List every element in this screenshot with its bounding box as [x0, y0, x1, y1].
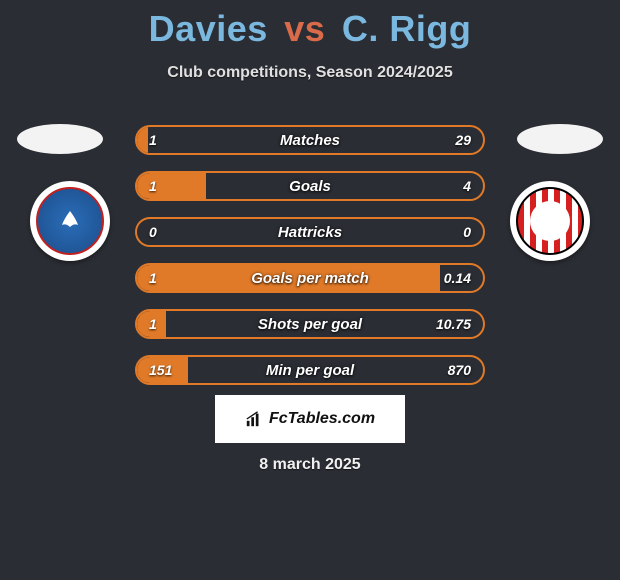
stat-label: Shots per goal — [137, 311, 483, 337]
comparison-title: Davies vs C. Rigg — [0, 0, 620, 50]
stat-row: 1 Shots per goal 10.75 — [135, 309, 485, 339]
club-badge-left — [30, 181, 110, 261]
club-badge-right — [510, 181, 590, 261]
stat-row: 151 Min per goal 870 — [135, 355, 485, 385]
country-flag-right — [517, 124, 603, 154]
stat-right-value: 0 — [463, 219, 471, 245]
player2-name: C. Rigg — [342, 8, 471, 49]
stat-label: Hattricks — [137, 219, 483, 245]
stat-right-value: 0.14 — [444, 265, 471, 291]
vs-label: vs — [284, 8, 325, 49]
stat-label: Min per goal — [137, 357, 483, 383]
fctables-text: FcTables.com — [269, 410, 375, 428]
bars-icon — [245, 410, 263, 428]
stat-right-value: 870 — [448, 357, 471, 383]
stat-right-value: 10.75 — [436, 311, 471, 337]
stat-row: 1 Matches 29 — [135, 125, 485, 155]
stat-row: 1 Goals 4 — [135, 171, 485, 201]
subtitle: Club competitions, Season 2024/2025 — [0, 64, 620, 82]
stat-right-value: 4 — [463, 173, 471, 199]
sunderland-crest — [516, 187, 584, 255]
country-flag-left — [17, 124, 103, 154]
stat-row: 0 Hattricks 0 — [135, 217, 485, 247]
fctables-logo: FcTables.com — [215, 395, 405, 443]
match-date: 8 march 2025 — [0, 456, 620, 474]
player1-name: Davies — [149, 8, 268, 49]
stats-container: 1 Matches 29 1 Goals 4 0 Hattricks 0 1 G… — [135, 125, 485, 401]
stat-label: Goals — [137, 173, 483, 199]
stat-right-value: 29 — [455, 127, 471, 153]
stat-label: Matches — [137, 127, 483, 153]
stat-row: 1 Goals per match 0.14 — [135, 263, 485, 293]
stat-label: Goals per match — [137, 265, 483, 291]
cardiff-crest — [36, 187, 104, 255]
